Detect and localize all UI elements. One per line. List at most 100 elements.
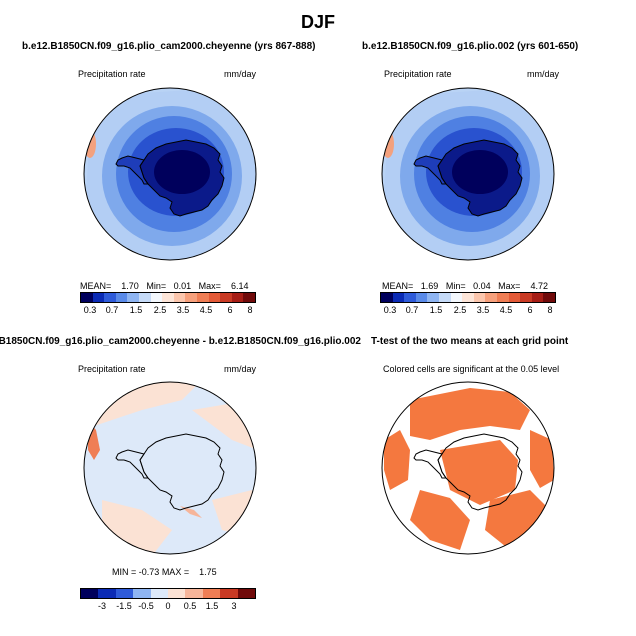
colorbar-swatch xyxy=(98,589,116,598)
colorbar-tick-label: 2.5 xyxy=(153,305,167,315)
coastline xyxy=(139,139,225,217)
panel-2-map xyxy=(381,87,555,261)
panel-3-title: b.e12.B1850CN.f09_g16.plio_cam2000.cheye… xyxy=(0,336,361,347)
stat-min-label: MIN = xyxy=(112,567,137,577)
panel-2-stats: MEAN= 1.69 Min= 0.04 Max= 4.72 xyxy=(382,281,548,291)
interior-dry xyxy=(452,150,508,194)
panel-4-map xyxy=(381,381,555,555)
panel-2-title: b.e12.B1850CN.f09_g16.plio.002 (yrs 601-… xyxy=(362,41,579,52)
panel-3-map xyxy=(83,381,257,555)
panel-2-colorbar xyxy=(380,292,556,303)
colorbar-tick-label: -1.5 xyxy=(116,601,132,611)
stat-mean-label: MEAN= xyxy=(80,281,112,291)
stat-min-label: Min= xyxy=(445,281,466,291)
stat-min-label: Min= xyxy=(146,281,167,291)
map-field xyxy=(382,88,554,260)
light-patch xyxy=(512,88,548,104)
colorbar-swatch xyxy=(81,589,99,598)
significant-cells xyxy=(440,440,518,505)
panel-3-colorbar xyxy=(80,588,256,599)
stat-max-label: Max= xyxy=(198,281,221,291)
colorbar-tick-label: 0.3 xyxy=(383,305,397,315)
colorbar-tick-label: 0.5 xyxy=(183,601,197,611)
panel-1-units: mm/day xyxy=(224,69,257,79)
significant-cells xyxy=(410,490,470,550)
map-field xyxy=(84,382,256,554)
colorbar-swatch xyxy=(208,293,221,302)
colorbar-swatch xyxy=(381,293,393,302)
colorbar-tick-label: 2.5 xyxy=(453,305,467,315)
stat-max-label: Max= xyxy=(498,281,521,291)
panel-4-note: Colored cells are significant at the 0.0… xyxy=(383,364,560,374)
colorbar-swatch xyxy=(92,293,105,302)
colorbar-swatch xyxy=(438,293,451,302)
colorbar-swatch xyxy=(115,293,128,302)
stat-max: 4.72 xyxy=(530,281,548,291)
colorbar-tick-label: 3.5 xyxy=(476,305,490,315)
colorbar-tick-label: 0.7 xyxy=(105,305,119,315)
panel-1-map xyxy=(83,87,257,261)
colorbar-swatch xyxy=(427,293,439,302)
colorbar-tick-label: -0.5 xyxy=(138,601,154,611)
coastline xyxy=(437,139,523,217)
coastline-peninsula xyxy=(115,155,149,185)
map-border xyxy=(83,87,257,261)
stat-min: 0.01 xyxy=(173,281,192,291)
colorbar-swatch xyxy=(543,293,555,302)
colorbar-tick-label: 4.5 xyxy=(499,305,513,315)
colorbar-tick-label: 6 xyxy=(227,305,233,315)
colorbar-swatch xyxy=(173,293,186,302)
colorbar-swatch xyxy=(202,589,221,598)
colorbar-swatch xyxy=(531,293,544,302)
colorbar-tick-label: 1.5 xyxy=(205,601,219,611)
panel-3-stats: MIN = -0.73 MAX = 1.75 xyxy=(112,567,217,577)
coastline xyxy=(437,433,523,511)
stat-max: 6.14 xyxy=(230,281,249,291)
colorbar-swatch xyxy=(196,293,209,302)
figure-title: DJF xyxy=(300,12,335,32)
coastline-peninsula xyxy=(413,449,447,479)
colorbar-tick-label: 0.3 xyxy=(83,305,97,315)
colorbar-tick-label: 6 xyxy=(527,305,533,315)
significant-cells xyxy=(384,430,410,490)
continent-fill xyxy=(140,434,224,510)
colorbar-tick-label: 0.7 xyxy=(405,305,419,315)
colorbar-tick-label: 8 xyxy=(247,305,253,315)
colorbar-swatch xyxy=(231,293,244,302)
colorbar-tick-label: 4.5 xyxy=(199,305,213,315)
colorbar-swatch xyxy=(162,293,174,302)
colorbar-swatch xyxy=(133,589,151,598)
stat-mean: 1.69 xyxy=(420,281,439,291)
light-patch xyxy=(214,88,250,104)
colorbar-swatch xyxy=(243,293,255,302)
panel-1-stats: MEAN= 1.70 Min= 0.01 Max= 6.14 xyxy=(80,281,248,291)
colorbar-tick-label: 8 xyxy=(547,305,553,315)
colorbar-swatch xyxy=(115,589,134,598)
colorbar-tick-label: -3 xyxy=(97,601,107,611)
map-border xyxy=(381,87,555,261)
significant-cells xyxy=(410,388,530,440)
panel-2-variable: Precipitation rate xyxy=(384,69,452,79)
stat-mean-label: MEAN= xyxy=(382,281,414,291)
map-border xyxy=(83,381,257,555)
panel-3-units: mm/day xyxy=(224,364,257,374)
panel-1-colorbar xyxy=(80,292,256,303)
colorbar-swatch xyxy=(462,293,474,302)
colorbar-swatch xyxy=(473,293,486,302)
colorbar-swatch xyxy=(415,293,428,302)
colorbar-swatch xyxy=(150,589,169,598)
colorbar-tick-label: 1.5 xyxy=(129,305,143,315)
panel-3-variable: Precipitation rate xyxy=(78,364,146,374)
colorbar-swatch xyxy=(520,293,532,302)
panel-4-title: T-test of the two means at each grid poi… xyxy=(371,336,569,347)
colorbar-swatch xyxy=(508,293,521,302)
stat-min: -0.73 xyxy=(138,567,160,577)
interior-dry xyxy=(154,150,210,194)
colorbar-swatch xyxy=(485,293,497,302)
colorbar-swatch xyxy=(392,293,405,302)
colorbar-swatch xyxy=(168,589,186,598)
coastline-peninsula xyxy=(413,155,447,185)
colorbar-swatch xyxy=(237,589,256,598)
colorbar-tick-label: 3 xyxy=(231,601,237,611)
colorbar-swatch xyxy=(220,293,232,302)
